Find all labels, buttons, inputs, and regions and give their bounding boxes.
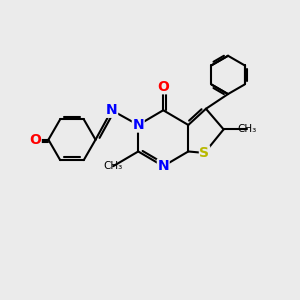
Text: CH₃: CH₃ (238, 124, 257, 134)
Text: N: N (158, 159, 169, 173)
Text: O: O (29, 133, 41, 147)
Text: O: O (157, 80, 169, 94)
Text: N: N (106, 103, 118, 117)
Text: S: S (200, 146, 209, 160)
Text: N: N (132, 118, 144, 132)
Text: CH₃: CH₃ (103, 161, 123, 171)
